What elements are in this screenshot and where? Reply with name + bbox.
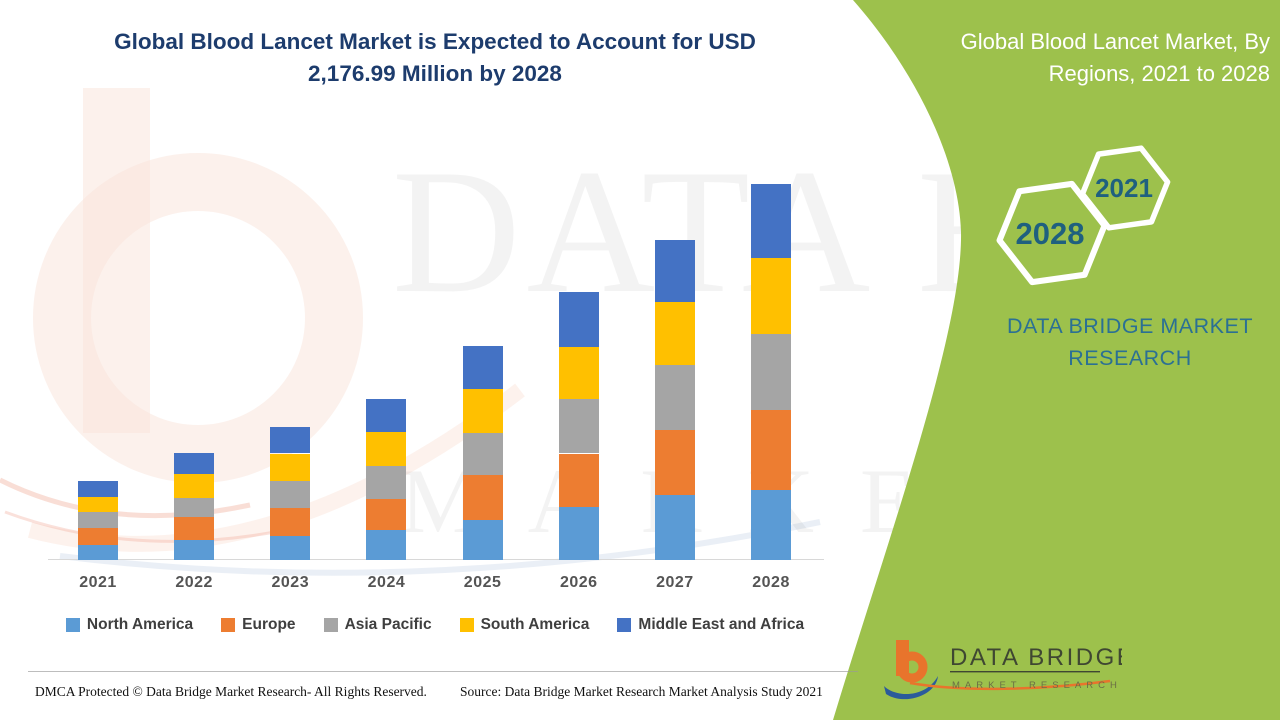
- hexagon-2028: [996, 180, 1108, 286]
- bar-segment-europe: [78, 527, 118, 545]
- bar-segment-asia-pacific: [751, 334, 792, 410]
- legend-item: North America: [65, 616, 194, 634]
- company-logo: DATA BRIDGE MARKET RESEARCH: [884, 640, 1122, 700]
- bar-segment-north-america: [174, 539, 215, 560]
- bar-segment-south-america: [751, 258, 792, 335]
- bar-segment-south-america: [462, 389, 503, 433]
- x-axis-label: 2024: [367, 574, 406, 591]
- bar-segment-middle-east-and-africa: [462, 346, 503, 390]
- hexagon-2021-label: 2021: [1095, 173, 1153, 203]
- bar-segment-south-america: [78, 496, 118, 512]
- bar-segment-north-america: [558, 506, 599, 560]
- chart-legend: North America Europe Asia Pacific South Ame…: [40, 616, 830, 634]
- x-axis-label: 2023: [271, 574, 310, 591]
- bar-segment-south-america: [366, 432, 407, 466]
- hexagon-2021: [1079, 145, 1171, 231]
- x-axis-line: [48, 559, 824, 560]
- x-axis-label: 2021: [79, 574, 117, 591]
- x-axis-label: 2027: [656, 574, 694, 591]
- page-title: Global Blood Lancet Market is Expected t…: [75, 26, 795, 90]
- bar-segment-middle-east-and-africa: [78, 480, 118, 497]
- x-axis-label: 2025: [463, 574, 502, 591]
- logo-divider: [950, 671, 1100, 673]
- brand-wordmark: DATA BRIDGE MARKET RESEARCH: [985, 310, 1275, 375]
- bar-segment-asia-pacific: [270, 480, 311, 508]
- legend-swatch: [323, 618, 338, 632]
- page-title-line2: 2,176.99 Million by 2028: [308, 60, 562, 86]
- bar-segment-north-america: [270, 535, 311, 560]
- legend-item: Asia Pacific: [323, 616, 432, 634]
- x-axis-label: 2022: [175, 574, 213, 591]
- logo-swoosh: [884, 676, 938, 700]
- bar-segment-south-america: [558, 347, 599, 400]
- side-panel-title: Global Blood Lancet Market, By Regions, …: [880, 26, 1270, 90]
- legend-item: Europe: [221, 616, 296, 634]
- bar-segment-europe: [558, 453, 599, 507]
- bar-segment-south-america: [174, 473, 215, 498]
- brand-wordmark-line2: RESEARCH: [1068, 346, 1192, 371]
- bar-segment-asia-pacific: [174, 497, 215, 517]
- logo-b-bowl: [896, 651, 928, 683]
- bar-segment-south-america: [654, 302, 695, 366]
- x-axis-label: 2026: [559, 574, 598, 591]
- side-panel-title-line1: Global Blood Lancet Market, By: [960, 29, 1270, 54]
- legend-label: Europe: [242, 616, 296, 633]
- bar-segment-middle-east-and-africa: [558, 291, 599, 348]
- legend-swatch: [459, 618, 474, 632]
- logo-name: DATA BRIDGE: [950, 644, 1122, 671]
- bar-segment-europe: [174, 516, 215, 540]
- legend-swatch: [221, 618, 236, 632]
- bar-segment-north-america: [654, 494, 695, 560]
- bar-segment-europe: [462, 474, 503, 520]
- bar-segment-middle-east-and-africa: [366, 399, 407, 433]
- legend-swatch: [617, 618, 632, 632]
- legend-item: Middle East and Africa: [617, 616, 804, 634]
- bar-segment-north-america: [751, 489, 792, 560]
- bar-segment-europe: [270, 507, 311, 536]
- legend-label: South America: [480, 616, 590, 633]
- bar-segment-north-america: [366, 529, 407, 560]
- legend-label: Asia Pacific: [344, 616, 432, 633]
- bar-segment-middle-east-and-africa: [654, 239, 695, 303]
- x-axis-label: 2028: [752, 574, 790, 591]
- side-panel-title-line2: Regions, 2021 to 2028: [1048, 60, 1270, 86]
- footer-dmca-text: DMCA Protected © Data Bridge Market Rese…: [35, 684, 427, 699]
- legend-label: Middle East and Africa: [638, 616, 805, 633]
- bar-segment-europe: [751, 409, 792, 490]
- bar-segment-asia-pacific: [558, 399, 599, 454]
- bar-segment-south-america: [270, 453, 311, 481]
- logo-tagline: MARKET RESEARCH: [952, 680, 1122, 691]
- bar-segment-middle-east-and-africa: [270, 427, 311, 454]
- bar-segment-middle-east-and-africa: [174, 452, 215, 474]
- bar-segment-europe: [654, 429, 695, 495]
- bar-segment-north-america: [78, 544, 118, 560]
- bar-segment-middle-east-and-africa: [751, 183, 792, 259]
- bar-segment-north-america: [462, 519, 503, 560]
- legend-label: North America: [86, 616, 194, 633]
- footer-divider: [28, 671, 858, 672]
- legend-item: South America: [459, 616, 590, 634]
- legend-swatch: [65, 618, 80, 632]
- logo-underline-swoosh: [909, 679, 1111, 691]
- page-title-line1: Global Blood Lancet Market is Expected t…: [114, 29, 756, 54]
- bar-segment-asia-pacific: [78, 511, 118, 528]
- bar-segment-asia-pacific: [462, 432, 503, 475]
- footer-source-text: Source: Data Bridge Market Research Mark…: [460, 684, 823, 699]
- brand-wordmark-line1: DATA BRIDGE MARKET: [1007, 314, 1253, 338]
- bar-segment-asia-pacific: [366, 465, 407, 499]
- hexagon-2028-label: 2028: [1016, 216, 1085, 251]
- bar-segment-asia-pacific: [654, 365, 695, 430]
- bar-segment-europe: [366, 498, 407, 530]
